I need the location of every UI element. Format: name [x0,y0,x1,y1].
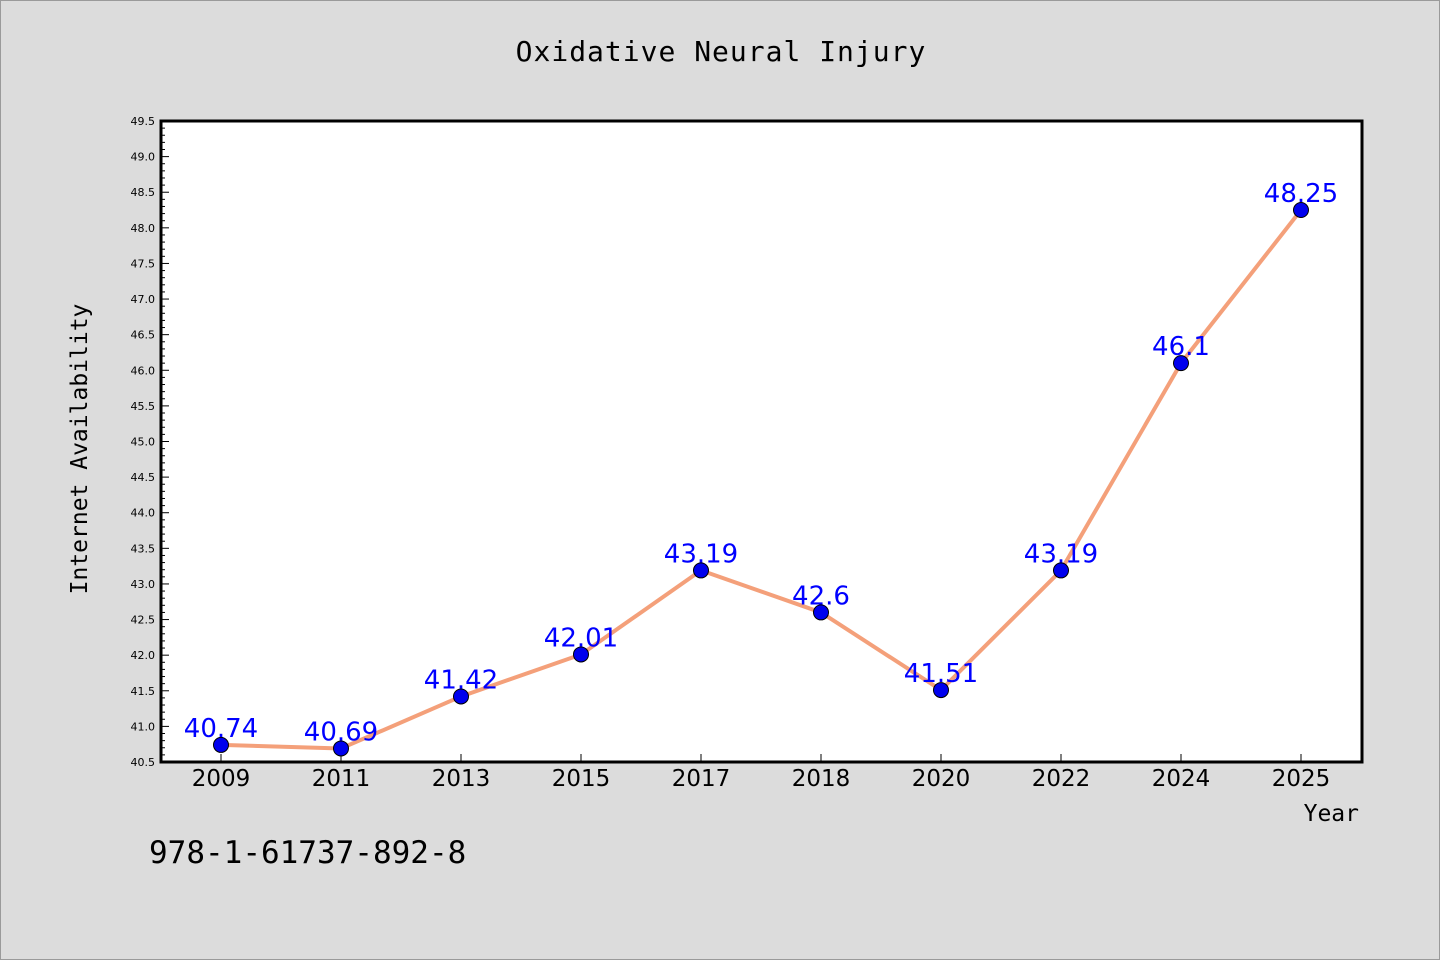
y-tick-label: 49.5 [131,115,156,128]
y-tick-label: 41.0 [131,720,156,733]
data-point-marker [333,740,349,757]
y-tick-label: 42.0 [131,649,156,662]
data-label: 41.42 [424,665,498,695]
y-tick-label: 48.5 [131,186,156,199]
y-tick-label: 49.0 [131,151,156,164]
data-point-marker [1293,202,1309,219]
x-tick-label: 2020 [912,766,971,792]
y-tick-label: 44.5 [131,471,156,484]
x-tick-label: 2025 [1272,766,1331,792]
y-tick-label: 45.0 [131,436,156,449]
plot-area [159,119,1364,764]
y-tick-label: 41.5 [131,685,156,698]
data-point-marker [813,604,829,621]
marker-group [213,202,1309,757]
data-point-marker [1173,355,1189,372]
x-tick-label: 2011 [312,766,371,792]
x-axis-ticks: 2009 2011 2013 2015 2017 2018 2020 2022 2024 2025 [192,754,1331,792]
x-tick-label: 2022 [1032,766,1091,792]
y-tick-label: 45.5 [131,400,156,413]
y-axis-ticks: 40.5 41.0 41.5 42.0 42.5 43.0 43.5 44.0 44.5 45.0… [131,115,169,769]
data-label: 43.19 [1024,539,1098,569]
data-point-marker [573,646,589,663]
data-label: 41.51 [904,659,978,689]
y-axis-label: Internet Availability [67,304,93,595]
data-label: 42.6 [792,581,850,611]
x-tick-label: 2015 [552,766,611,792]
x-tick-label: 2024 [1152,766,1211,792]
y-tick-label: 47.5 [131,257,156,270]
y-tick-label: 43.0 [131,578,156,591]
data-point-marker [693,562,709,579]
series-line [219,208,1303,751]
data-point-marker [1053,562,1069,579]
series-line-group [219,208,1303,751]
data-point-marker [213,736,229,753]
chart-title: Oxidative Neural Injury [515,35,927,68]
data-label-group: 40.74 40.69 41.42 42.01 43.19 42.6 41.51 43.19 4… [184,179,1338,747]
footer-code: 978-1-61737-892-8 [149,835,467,871]
x-tick-label: 2018 [792,766,851,792]
y-tick-label: 44.0 [131,507,156,520]
x-tick-label: 2009 [192,766,251,792]
data-label: 43.19 [664,539,738,569]
data-point-marker [933,682,949,699]
y-tick-label: 43.5 [131,542,156,555]
data-label: 48.25 [1264,179,1338,209]
data-point-marker [453,688,469,705]
data-label: 40.69 [304,717,378,747]
x-tick-label: 2017 [672,766,731,792]
data-label: 46.1 [1152,332,1210,362]
data-label: 40.74 [184,714,258,744]
data-label: 42.01 [544,623,618,653]
x-tick-label: 2013 [432,766,491,792]
y-tick-label: 42.5 [131,614,156,627]
y-tick-label: 47.0 [131,293,156,306]
y-tick-label: 46.0 [131,364,156,377]
y-tick-label: 40.5 [131,756,156,769]
y-tick-label: 48.0 [131,222,156,235]
y-tick-label: 46.5 [131,329,156,342]
x-axis-label: Year [1304,801,1359,827]
